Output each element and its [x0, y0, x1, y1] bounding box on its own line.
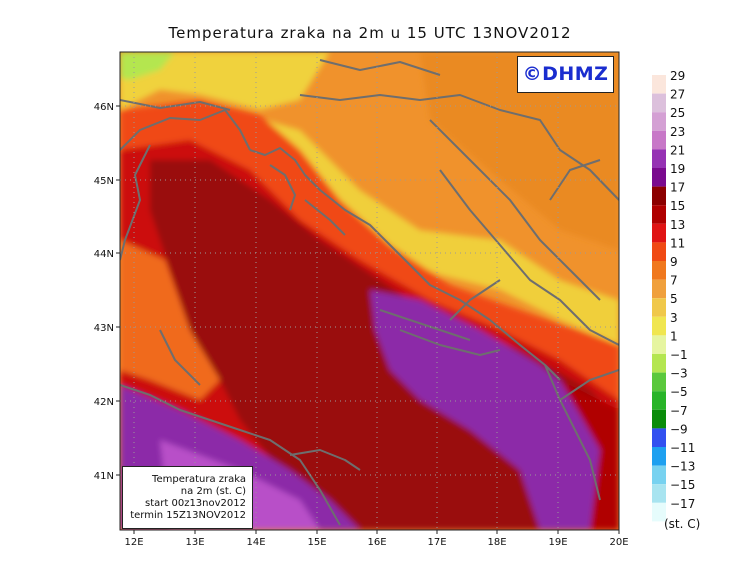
colorbar-swatch: [652, 465, 666, 485]
lon-label-13E: 13E: [185, 537, 204, 548]
lon-label-15E: 15E: [307, 537, 326, 548]
colorbar-swatch: [652, 279, 666, 299]
colorbar-label: −13: [670, 460, 695, 474]
info-line-4: termin 15Z13NOV2012: [130, 510, 246, 521]
colorbar-label: 21: [670, 143, 685, 157]
lat-label-42N: 42N: [94, 397, 114, 408]
colorbar-label: 15: [670, 199, 685, 213]
colorbar-label: 29: [670, 69, 685, 83]
colorbar-swatch: [652, 130, 666, 150]
colorbar-label: −1: [670, 348, 688, 362]
lat-label-43N: 43N: [94, 323, 114, 334]
colorbar: 29 27 25 23 21 19 17 15 13 11 9 7 5 3 1 −1 −3 −5 −7 −9 −11 −1…: [652, 69, 700, 531]
colorbar-label: 19: [670, 162, 685, 176]
colorbar-swatch: [652, 316, 666, 336]
lon-label-16E: 16E: [367, 537, 386, 548]
colorbar-label: 17: [670, 181, 685, 195]
colorbar-swatch: [652, 168, 666, 187]
colorbar-swatch: [652, 502, 666, 522]
info-line-1: Temperatura zraka: [152, 474, 246, 485]
info-line-3: start 00z13nov2012: [145, 498, 246, 509]
colorbar-label: 5: [670, 292, 678, 306]
colorbar-label: −17: [670, 497, 695, 511]
colorbar-swatch: [652, 93, 666, 113]
colorbar-label: −3: [670, 367, 688, 381]
lat-label-41N: 41N: [94, 471, 114, 482]
colorbar-label: 9: [670, 255, 678, 269]
colorbar-label: 23: [670, 125, 685, 139]
dhmz-watermark: ©DHMZ: [517, 56, 614, 93]
info-line-2: na 2m (st. C): [180, 486, 246, 497]
map-title: Temperatura zraka na 2m u 15 UTC 13NOV20…: [168, 24, 572, 42]
colorbar-swatch: [652, 484, 666, 503]
lon-label-17E: 17E: [427, 537, 446, 548]
colorbar-swatch: [652, 409, 666, 429]
colorbar-label: −5: [670, 385, 688, 399]
colorbar-label: 1: [670, 329, 678, 343]
colorbar-swatch: [652, 112, 666, 131]
colorbar-swatch: [652, 428, 666, 447]
colorbar-swatch: [652, 205, 666, 224]
colorbar-label: 13: [670, 218, 685, 232]
lat-label-46N: 46N: [94, 102, 114, 113]
colorbar-label: −15: [670, 478, 695, 492]
lon-label-19E: 19E: [548, 537, 567, 548]
plot-frame: [119, 51, 620, 531]
colorbar-swatch: [652, 447, 666, 466]
lon-label-12E: 12E: [124, 537, 143, 548]
colorbar-label: −9: [670, 422, 688, 436]
lon-label-20E: 20E: [609, 537, 628, 548]
colorbar-label: 3: [670, 311, 678, 325]
longitude-labels: 12E 13E 14E 15E 16E 17E 18E 19E 20E: [124, 530, 629, 548]
temperature-field: [120, 52, 619, 530]
info-box: Temperatura zraka na 2m (st. C) start 00…: [122, 466, 253, 529]
colorbar-swatch: [652, 298, 666, 317]
lon-label-18E: 18E: [487, 537, 506, 548]
colorbar-swatch: [652, 149, 666, 168]
colorbar-swatch: [652, 242, 666, 261]
colorbar-label: 7: [670, 274, 678, 288]
colorbar-label: −7: [670, 404, 688, 418]
colorbar-swatch: [652, 261, 666, 280]
colorbar-label: −11: [670, 441, 695, 455]
colorbar-swatch: [652, 372, 666, 392]
colorbar-swatch: [652, 354, 666, 373]
colorbar-label: 25: [670, 106, 685, 120]
coastlines: [120, 59, 619, 526]
colorbar-swatch: [652, 223, 666, 243]
colorbar-swatch: [652, 335, 666, 354]
lat-label-45N: 45N: [94, 176, 114, 187]
colorbar-swatch: [652, 186, 666, 206]
colorbar-label: 11: [670, 236, 685, 250]
colorbar-unit: (st. C): [664, 517, 700, 531]
colorbar-label: 27: [670, 88, 685, 102]
latitude-labels: 46N 45N 44N 43N 42N 41N: [94, 102, 120, 482]
graticule: [120, 52, 619, 530]
colorbar-swatch: [652, 391, 666, 410]
colorbar-swatch: [652, 75, 666, 94]
lat-label-44N: 44N: [94, 249, 114, 260]
lon-label-14E: 14E: [246, 537, 265, 548]
